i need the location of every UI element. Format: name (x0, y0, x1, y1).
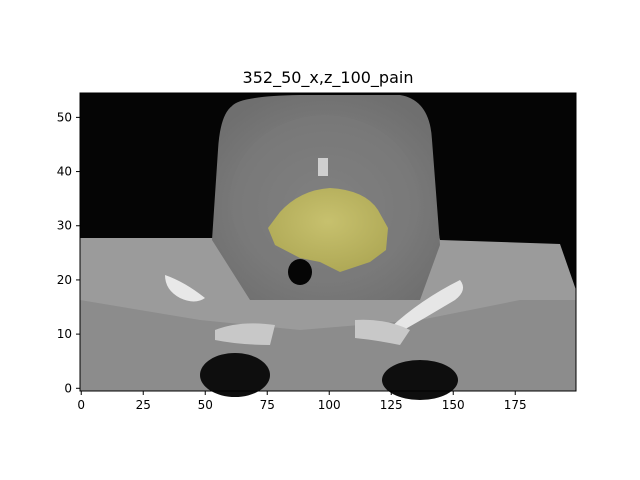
ct-image (80, 93, 576, 400)
y-tick-label: 0 (64, 381, 72, 395)
y-tick-label: 40 (57, 165, 72, 179)
y-tick-label: 10 (57, 327, 72, 341)
x-tick-label: 50 (198, 398, 213, 412)
x-tick-label: 125 (380, 398, 403, 412)
x-tick-label: 25 (136, 398, 151, 412)
y-axis-ticks: 0 10 20 30 40 50 (57, 110, 80, 395)
x-tick-label: 0 (77, 398, 85, 412)
x-tick-label: 100 (318, 398, 341, 412)
figure-title: 352_50_x,z_100_pain (242, 68, 414, 87)
x-tick-label: 150 (442, 398, 465, 412)
axes-frame (79, 92, 577, 392)
y-tick-label: 20 (57, 273, 72, 287)
x-axis-ticks: 0 25 50 75 100 125 150 175 (77, 391, 527, 412)
x-tick-label: 175 (504, 398, 527, 412)
x-tick-label: 75 (260, 398, 275, 412)
y-tick-label: 30 (57, 219, 72, 233)
segmentation-mask (268, 188, 388, 272)
y-tick-label: 50 (57, 110, 72, 124)
